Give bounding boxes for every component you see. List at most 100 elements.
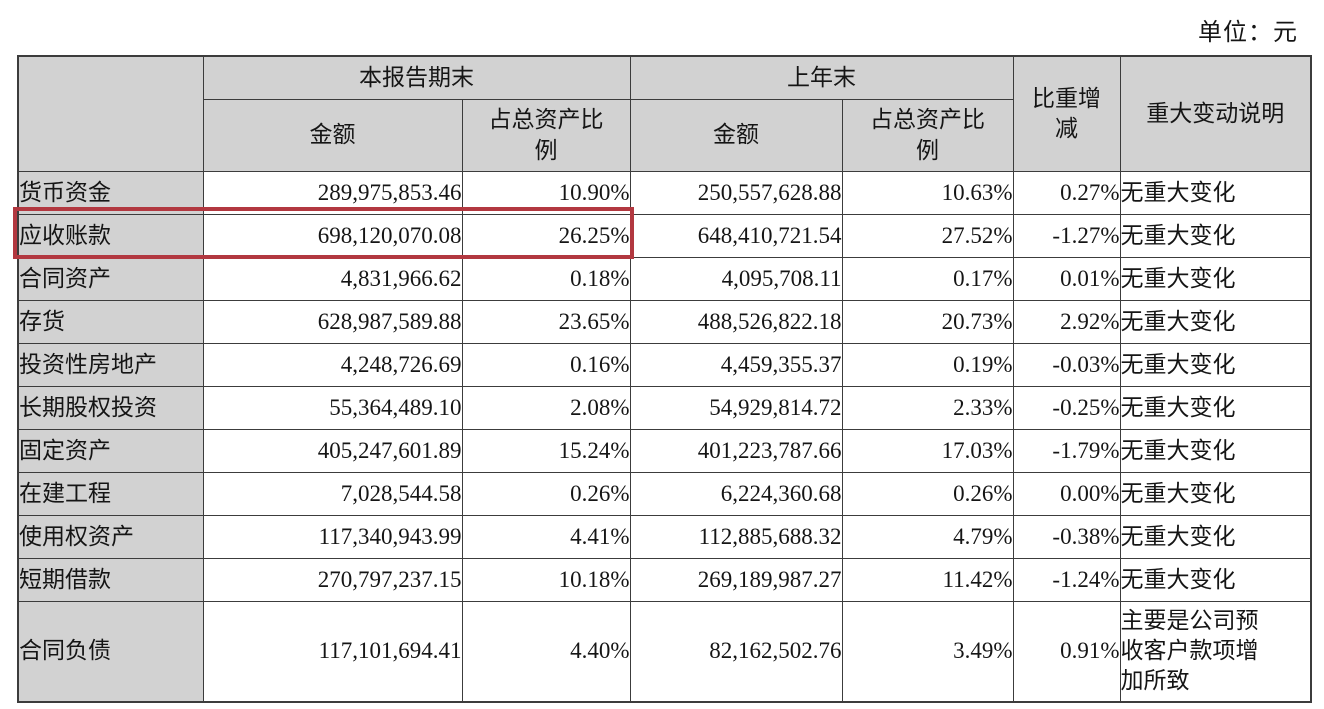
prior-amount: 82,162,502.76 bbox=[629, 601, 843, 702]
current-pct: 4.40% bbox=[461, 601, 631, 702]
header-explanation: 重大变动说明 bbox=[1119, 55, 1312, 172]
current-amount: 4,831,966.62 bbox=[202, 257, 463, 301]
row-label: 固定资产 bbox=[17, 429, 204, 473]
change-pct: -1.24% bbox=[1012, 558, 1121, 602]
prior-amount: 4,459,355.37 bbox=[629, 343, 843, 387]
prior-amount: 112,885,688.32 bbox=[629, 515, 843, 559]
change-note: 无重大变化 bbox=[1119, 171, 1312, 215]
current-amount: 7,028,544.58 bbox=[202, 472, 463, 516]
table-row-accounts-receivable: 应收账款 698,120,070.08 26.25% 648,410,721.5… bbox=[17, 214, 1312, 258]
header-change: 比重增 减 bbox=[1012, 55, 1121, 172]
row-label: 存货 bbox=[17, 300, 204, 344]
prior-amount: 250,557,628.88 bbox=[629, 171, 843, 215]
prior-pct: 4.79% bbox=[841, 515, 1014, 559]
table-row-long-term-equity-investment: 长期股权投资 55,364,489.10 2.08% 54,929,814.72… bbox=[17, 386, 1312, 430]
prior-amount: 488,526,822.18 bbox=[629, 300, 843, 344]
table-row-construction-in-progress: 在建工程 7,028,544.58 0.26% 6,224,360.68 0.2… bbox=[17, 472, 1312, 516]
change-pct: 0.91% bbox=[1012, 601, 1121, 702]
current-pct: 4.41% bbox=[461, 515, 631, 559]
change-note: 无重大变化 bbox=[1119, 386, 1312, 430]
current-amount: 698,120,070.08 bbox=[202, 214, 463, 258]
corner-cell bbox=[17, 55, 204, 172]
table-row-contract-assets: 合同资产 4,831,966.62 0.18% 4,095,708.11 0.1… bbox=[17, 257, 1312, 301]
current-amount: 117,101,694.41 bbox=[202, 601, 463, 702]
change-note: 无重大变化 bbox=[1119, 558, 1312, 602]
prior-amount: 269,189,987.27 bbox=[629, 558, 843, 602]
row-label: 合同负债 bbox=[17, 601, 204, 702]
table-row-monetary-funds: 货币资金 289,975,853.46 10.90% 250,557,628.8… bbox=[17, 171, 1312, 215]
change-pct: 0.27% bbox=[1012, 171, 1121, 215]
change-pct: -0.03% bbox=[1012, 343, 1121, 387]
prior-amount: 54,929,814.72 bbox=[629, 386, 843, 430]
change-note: 无重大变化 bbox=[1119, 515, 1312, 559]
row-label: 长期股权投资 bbox=[17, 386, 204, 430]
change-note: 主要是公司预 收客户款项增 加所致 bbox=[1119, 601, 1312, 702]
prior-pct: 17.03% bbox=[841, 429, 1014, 473]
change-note: 无重大变化 bbox=[1119, 257, 1312, 301]
prior-pct: 10.63% bbox=[841, 171, 1014, 215]
change-note: 无重大变化 bbox=[1119, 429, 1312, 473]
header-prior-period: 上年末 bbox=[629, 55, 1014, 100]
row-label: 使用权资产 bbox=[17, 515, 204, 559]
header-row-2: 金额 占总资产比 例 金额 占总资产比 例 bbox=[18, 99, 1311, 172]
table-row-fixed-assets: 固定资产 405,247,601.89 15.24% 401,223,787.6… bbox=[17, 429, 1312, 473]
change-pct: 0.01% bbox=[1012, 257, 1121, 301]
current-pct: 0.18% bbox=[461, 257, 631, 301]
asset-composition-table: 本报告期末 上年末 比重增 减 重大变动说明 金额 占总资产比 例 金额 占总资… bbox=[13, 55, 1312, 703]
current-amount: 4,248,726.69 bbox=[202, 343, 463, 387]
current-amount: 270,797,237.15 bbox=[202, 558, 463, 602]
table-row-contract-liabilities: 合同负债 117,101,694.41 4.40% 82,162,502.76 … bbox=[17, 601, 1312, 702]
prior-pct: 2.33% bbox=[841, 386, 1014, 430]
current-amount: 289,975,853.46 bbox=[202, 171, 463, 215]
row-label: 投资性房地产 bbox=[17, 343, 204, 387]
prior-amount: 401,223,787.66 bbox=[629, 429, 843, 473]
current-amount: 405,247,601.89 bbox=[202, 429, 463, 473]
table-row-inventory: 存货 628,987,589.88 23.65% 488,526,822.18 … bbox=[17, 300, 1312, 344]
row-label: 在建工程 bbox=[17, 472, 204, 516]
prior-pct: 27.52% bbox=[841, 214, 1014, 258]
unit-label: 单位：元 bbox=[1198, 20, 1298, 46]
change-note: 无重大变化 bbox=[1119, 343, 1312, 387]
prior-pct: 0.17% bbox=[841, 257, 1014, 301]
change-note: 无重大变化 bbox=[1119, 214, 1312, 258]
current-amount: 628,987,589.88 bbox=[202, 300, 463, 344]
header-current-period: 本报告期末 bbox=[202, 55, 631, 100]
prior-amount: 4,095,708.11 bbox=[629, 257, 843, 301]
prior-pct: 11.42% bbox=[841, 558, 1014, 602]
current-pct: 0.16% bbox=[461, 343, 631, 387]
prior-pct: 0.26% bbox=[841, 472, 1014, 516]
prior-pct: 20.73% bbox=[841, 300, 1014, 344]
row-label: 应收账款 bbox=[17, 214, 204, 258]
current-pct: 2.08% bbox=[461, 386, 631, 430]
change-pct: -1.27% bbox=[1012, 214, 1121, 258]
change-pct: 0.00% bbox=[1012, 472, 1121, 516]
change-pct: -1.79% bbox=[1012, 429, 1121, 473]
header-current-pct: 占总资产比 例 bbox=[461, 99, 631, 172]
table-row-right-of-use-assets: 使用权资产 117,340,943.99 4.41% 112,885,688.3… bbox=[17, 515, 1312, 559]
current-pct: 0.26% bbox=[461, 472, 631, 516]
current-pct: 15.24% bbox=[461, 429, 631, 473]
current-amount: 117,340,943.99 bbox=[202, 515, 463, 559]
header-prior-amount: 金额 bbox=[629, 99, 843, 172]
current-pct: 10.18% bbox=[461, 558, 631, 602]
prior-amount: 6,224,360.68 bbox=[629, 472, 843, 516]
change-pct: -0.38% bbox=[1012, 515, 1121, 559]
row-label: 货币资金 bbox=[17, 171, 204, 215]
prior-amount: 648,410,721.54 bbox=[629, 214, 843, 258]
change-note: 无重大变化 bbox=[1119, 300, 1312, 344]
table-row-short-term-borrowings: 短期借款 270,797,237.15 10.18% 269,189,987.2… bbox=[17, 558, 1312, 602]
current-amount: 55,364,489.10 bbox=[202, 386, 463, 430]
current-pct: 23.65% bbox=[461, 300, 631, 344]
header-row-1: 本报告期末 上年末 比重增 减 重大变动说明 bbox=[17, 55, 1312, 172]
current-pct: 10.90% bbox=[461, 171, 631, 215]
row-label: 短期借款 bbox=[17, 558, 204, 602]
row-label: 合同资产 bbox=[17, 257, 204, 301]
prior-pct: 3.49% bbox=[841, 601, 1014, 702]
table-row-investment-property: 投资性房地产 4,248,726.69 0.16% 4,459,355.37 0… bbox=[17, 343, 1312, 387]
prior-pct: 0.19% bbox=[841, 343, 1014, 387]
header-current-amount: 金额 bbox=[202, 99, 463, 172]
change-pct: 2.92% bbox=[1012, 300, 1121, 344]
change-note: 无重大变化 bbox=[1119, 472, 1312, 516]
change-pct: -0.25% bbox=[1012, 386, 1121, 430]
